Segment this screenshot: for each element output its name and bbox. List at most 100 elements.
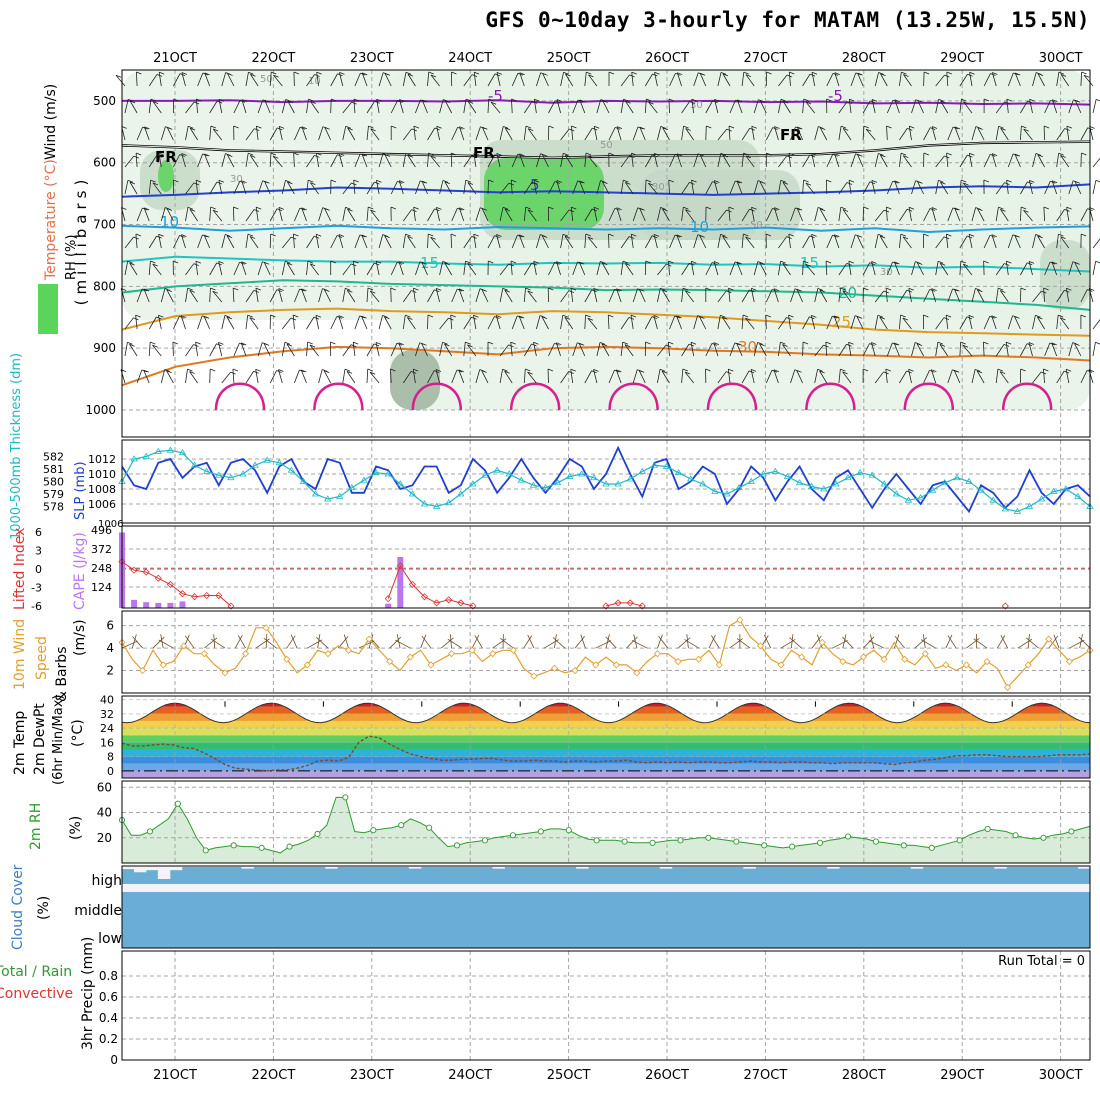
high-cloud-gap (683, 866, 697, 868)
wind-barb-flag (547, 368, 554, 372)
wind-barb (908, 288, 912, 303)
wind-barb-flag (931, 288, 937, 291)
isotherm-35-arc (313, 382, 364, 411)
wind-barb-flag (788, 314, 794, 318)
wind-barb (301, 126, 307, 141)
wind-barb (548, 343, 555, 357)
wind-barb (197, 72, 204, 87)
wind-barb-flag (653, 315, 659, 318)
wind-barb (519, 72, 525, 87)
thickness-marker (904, 496, 913, 503)
wind-barb-flag (616, 126, 623, 129)
wind-barb (741, 315, 744, 330)
wind-barb (439, 99, 444, 114)
wind-barb-flag (316, 152, 322, 156)
wind10m-barb (789, 637, 802, 649)
wind-barb (560, 290, 570, 303)
cape-frame (121, 525, 1091, 609)
wind-barb-flag (284, 341, 291, 345)
slp-frame (121, 439, 1091, 524)
wind-barb (278, 207, 283, 222)
wind-barb-flag (963, 263, 969, 267)
wind-barb (245, 315, 249, 330)
wind10m-marker (818, 638, 826, 647)
wind-barb-flag (849, 98, 855, 102)
wind-barb (959, 154, 968, 168)
wind-barb-flag (129, 262, 135, 266)
wind-barb (596, 180, 601, 195)
wind-barb-flag (826, 98, 832, 102)
wind-barb-flag (241, 99, 248, 102)
wind-barb (361, 234, 368, 249)
wind-barb (1080, 208, 1088, 222)
wind-barb-flag (842, 371, 848, 375)
wind-barb (778, 261, 781, 276)
wind-barb (814, 344, 824, 357)
wind-barb-flag (1029, 98, 1035, 102)
wind-barb (1074, 262, 1082, 276)
high-cloud-gap (671, 866, 685, 868)
wind-barb (300, 369, 307, 384)
wind-barb-flag (1015, 72, 1021, 76)
wind-barb (676, 72, 682, 87)
wind-barb (463, 342, 466, 357)
wind-barb-flag (902, 317, 909, 321)
wind-barb-flag (871, 180, 877, 183)
wind-barb (899, 72, 902, 87)
wind-barb-flag (556, 261, 562, 264)
wind-barb-flag (115, 74, 122, 78)
wind-barb (281, 317, 292, 330)
wind-barb-flag (923, 233, 929, 237)
wind-barb (136, 288, 143, 303)
wind-barb (384, 235, 392, 249)
wind-barb (1083, 75, 1094, 87)
wind-barb-flag (482, 126, 488, 130)
wind-barb (366, 101, 375, 114)
wind-barb (439, 342, 443, 357)
wind-barb (862, 100, 871, 114)
wind-barb (976, 370, 985, 384)
wind-barb (421, 180, 428, 195)
wind-barb (510, 261, 513, 276)
wind10m-marker (324, 650, 332, 658)
wind-barb (523, 262, 533, 276)
wind-barb (347, 208, 356, 222)
wind-barb-flag (782, 344, 788, 347)
rh2m-marker (705, 834, 712, 841)
wind-barb-flag (413, 206, 419, 210)
wind-barb-flag (751, 287, 757, 291)
thickness-marker (239, 470, 247, 477)
wind-barb-flag (722, 73, 729, 77)
wind-barb (245, 290, 255, 303)
wind-barb (578, 261, 586, 276)
wind-barb (536, 153, 541, 168)
wind-barb (496, 72, 501, 87)
isotherm-35-arc (706, 382, 758, 411)
wind-barb-flag (370, 209, 376, 213)
high-cloud-gap (862, 866, 876, 868)
wind-barb (717, 234, 721, 249)
wind-barb (842, 209, 852, 222)
cape-bar (155, 602, 162, 608)
rh2m-marker (565, 827, 572, 834)
wind-barb (983, 73, 991, 87)
thickness-marker (650, 461, 659, 468)
wind-barb (1056, 153, 1060, 168)
wind-barb (315, 234, 319, 249)
wind-barb-flag (1000, 290, 1006, 293)
wind-barb-flag (600, 261, 606, 264)
wind-barb (995, 207, 999, 222)
wind-barb (1044, 181, 1051, 195)
wind-barb (463, 261, 466, 276)
wind-barb (923, 370, 930, 384)
wind-barb (143, 288, 150, 303)
thickness-marker (614, 480, 622, 487)
wind-barb (632, 288, 638, 303)
wind-barb (523, 207, 527, 222)
wind-barb (158, 153, 162, 168)
wind-barb-flag (150, 341, 156, 345)
wind-barb-flag (353, 260, 359, 264)
wind-barb (681, 182, 690, 195)
li-tick-label: -6 (31, 600, 42, 613)
wind-barb-flag (796, 369, 802, 373)
